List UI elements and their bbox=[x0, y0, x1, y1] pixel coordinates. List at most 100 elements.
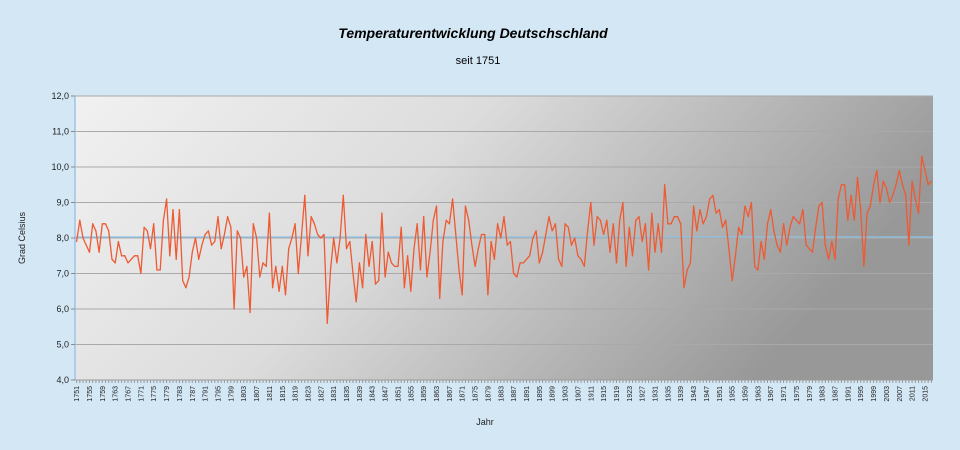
data-point-1994 bbox=[856, 177, 859, 179]
data-point-1783 bbox=[178, 209, 181, 211]
data-point-1845 bbox=[378, 280, 380, 282]
data-point-1942 bbox=[689, 262, 691, 264]
data-point-2009 bbox=[905, 194, 907, 196]
data-point-1964 bbox=[760, 240, 762, 243]
data-point-1993 bbox=[853, 219, 855, 221]
x-tick-label: 1771 bbox=[138, 386, 145, 402]
data-point-1819 bbox=[294, 223, 296, 225]
data-point-1822 bbox=[304, 194, 306, 196]
data-point-1767 bbox=[127, 262, 129, 264]
x-tick-label: 1779 bbox=[164, 386, 171, 402]
data-point-2008 bbox=[901, 184, 904, 186]
data-point-1774 bbox=[149, 248, 152, 250]
data-point-1775 bbox=[153, 223, 155, 225]
data-point-1908 bbox=[580, 258, 582, 260]
data-point-1857 bbox=[416, 223, 418, 225]
x-tick-label: 1803 bbox=[241, 386, 248, 402]
x-tick-label: 1875 bbox=[473, 386, 480, 402]
data-point-1805 bbox=[249, 311, 251, 314]
data-point-1944 bbox=[696, 230, 698, 232]
data-point-1841 bbox=[365, 233, 367, 236]
data-point-1933 bbox=[660, 251, 663, 253]
data-point-1859 bbox=[423, 216, 425, 218]
data-point-1911 bbox=[590, 201, 592, 204]
data-point-1949 bbox=[712, 194, 714, 196]
data-point-1870 bbox=[458, 269, 460, 271]
data-point-1963 bbox=[757, 269, 759, 271]
data-point-1813 bbox=[275, 265, 277, 267]
data-point-1892 bbox=[529, 255, 531, 257]
data-point-1785 bbox=[185, 287, 187, 289]
data-point-1755 bbox=[88, 251, 91, 253]
data-point-1823 bbox=[307, 255, 309, 257]
data-point-1778 bbox=[162, 219, 164, 221]
data-point-1766 bbox=[124, 255, 126, 257]
data-point-1764 bbox=[117, 240, 119, 243]
data-point-1824 bbox=[310, 216, 312, 218]
data-point-2005 bbox=[892, 194, 894, 196]
data-point-1982 bbox=[818, 205, 820, 207]
x-tick-label: 1891 bbox=[524, 386, 531, 402]
data-point-1842 bbox=[368, 265, 370, 267]
x-tick-label: 1979 bbox=[807, 386, 814, 402]
data-point-1965 bbox=[763, 258, 765, 260]
data-point-1978 bbox=[805, 244, 807, 246]
data-point-1936 bbox=[670, 223, 672, 225]
x-tick-label: 1867 bbox=[447, 386, 454, 402]
data-point-1896 bbox=[541, 251, 544, 253]
data-point-2010 bbox=[908, 244, 910, 246]
data-point-1974 bbox=[792, 216, 794, 218]
data-point-1904 bbox=[567, 226, 569, 228]
data-point-1759 bbox=[101, 223, 103, 225]
x-tick-label: 1971 bbox=[781, 386, 788, 402]
data-point-1794 bbox=[214, 240, 216, 243]
data-point-1820 bbox=[297, 272, 299, 275]
x-tick-label: 1811 bbox=[267, 386, 274, 401]
data-point-1846 bbox=[381, 212, 383, 214]
data-point-1912 bbox=[593, 244, 595, 246]
x-tick-label: 1795 bbox=[216, 386, 223, 402]
x-tick-label: 1843 bbox=[370, 386, 377, 402]
data-point-1920 bbox=[619, 219, 621, 221]
data-point-1782 bbox=[175, 258, 177, 260]
data-point-2011 bbox=[911, 180, 913, 182]
data-point-1804 bbox=[246, 265, 248, 267]
data-point-1882 bbox=[496, 223, 499, 225]
x-tick-label: 1963 bbox=[755, 386, 762, 402]
x-tick-label: 1835 bbox=[344, 386, 351, 402]
data-point-1915 bbox=[603, 233, 605, 236]
data-point-1901 bbox=[558, 258, 560, 260]
data-point-1877 bbox=[480, 233, 483, 236]
data-point-1815 bbox=[281, 265, 283, 267]
x-tick-label: 1847 bbox=[383, 386, 390, 402]
data-point-1961 bbox=[750, 201, 753, 204]
data-point-1931 bbox=[654, 251, 656, 253]
y-tick-label: 4,0 bbox=[56, 375, 69, 385]
data-point-1946 bbox=[702, 223, 704, 225]
data-point-1921 bbox=[622, 201, 624, 204]
data-point-2016 bbox=[927, 184, 929, 186]
data-point-1807 bbox=[255, 237, 258, 239]
x-tick-label: 1819 bbox=[293, 386, 300, 402]
data-point-1938 bbox=[676, 216, 679, 218]
data-point-1756 bbox=[92, 223, 94, 225]
x-tick-label: 1959 bbox=[743, 386, 750, 402]
data-point-1799 bbox=[230, 226, 232, 228]
data-point-1795 bbox=[217, 216, 219, 218]
data-point-1947 bbox=[705, 216, 708, 218]
y-axis-label: Grad Celsius bbox=[17, 211, 27, 264]
data-point-1786 bbox=[188, 276, 190, 278]
data-point-1858 bbox=[419, 269, 422, 271]
x-tick-label: 1775 bbox=[151, 386, 158, 402]
data-point-1825 bbox=[313, 223, 316, 225]
data-point-1899 bbox=[551, 230, 553, 232]
chart-title: Temperaturentwicklung Deutschschland bbox=[338, 25, 608, 41]
data-point-1833 bbox=[339, 237, 341, 239]
data-point-1760 bbox=[104, 223, 107, 225]
data-point-1951 bbox=[718, 209, 720, 211]
data-point-1958 bbox=[741, 233, 743, 236]
data-point-1956 bbox=[734, 255, 736, 257]
data-point-1967 bbox=[770, 209, 772, 211]
x-tick-label: 1787 bbox=[190, 386, 197, 402]
data-point-1840 bbox=[362, 287, 364, 289]
